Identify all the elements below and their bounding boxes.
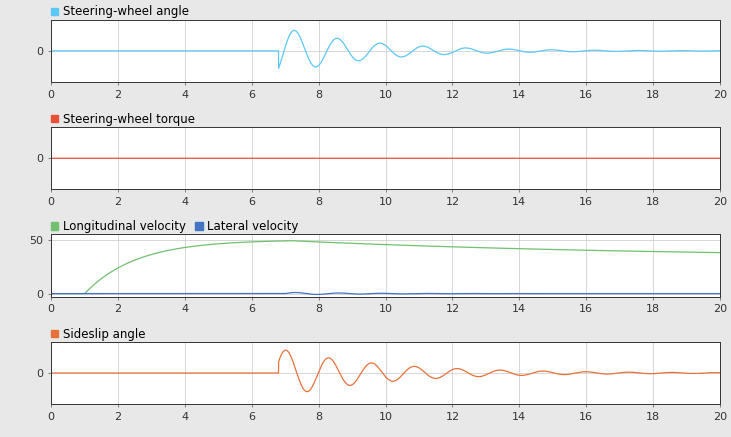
Legend: Steering-wheel torque: Steering-wheel torque	[51, 113, 195, 126]
Legend: Longitudinal velocity, Lateral velocity: Longitudinal velocity, Lateral velocity	[51, 220, 298, 233]
Legend: Sideslip angle: Sideslip angle	[51, 328, 145, 340]
Legend: Steering-wheel angle: Steering-wheel angle	[51, 5, 189, 18]
